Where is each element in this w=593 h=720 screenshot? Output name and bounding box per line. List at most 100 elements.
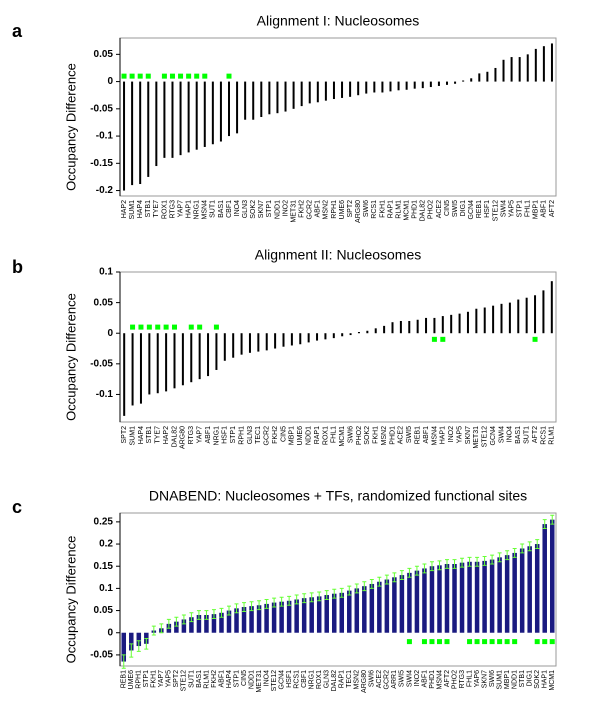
stem — [232, 333, 235, 358]
x-tick-label: ROX1 — [322, 426, 329, 445]
plot-frame — [119, 37, 557, 197]
significance-marker — [161, 73, 167, 79]
significance-marker — [130, 324, 136, 330]
bar — [331, 593, 337, 633]
x-tick-label: FKH2 — [211, 670, 218, 688]
x-tick-label: INO2 — [282, 200, 289, 216]
significance-marker — [474, 639, 480, 645]
x-tick-label: ACE2 — [436, 200, 443, 218]
error-bar — [505, 550, 510, 561]
error-bar — [429, 561, 434, 572]
significance-marker — [178, 73, 184, 79]
stem — [341, 81, 344, 98]
x-tick-label: REB1 — [121, 670, 128, 688]
y-tick-label: 0.25 — [94, 517, 114, 528]
error-bar — [482, 555, 487, 566]
bar — [241, 607, 247, 633]
significance-marker — [188, 324, 194, 330]
error-bar — [144, 638, 149, 650]
error-bar — [317, 591, 322, 602]
stem — [450, 314, 453, 334]
x-tick-label: RCS1 — [293, 670, 300, 689]
x-tick-label: ABF1 — [423, 426, 430, 444]
bar — [347, 590, 352, 633]
y-tick-label: -0.2 — [96, 185, 114, 196]
bar — [181, 619, 187, 633]
stem — [413, 81, 416, 89]
error-bar — [242, 602, 247, 612]
error-bar — [151, 625, 156, 636]
significance-marker — [542, 639, 548, 645]
x-tick-label: MCM1 — [403, 200, 410, 221]
error-bar — [467, 556, 472, 567]
x-tick-label: SUT1 — [523, 426, 530, 444]
stem — [349, 81, 352, 97]
x-tick-label: ROX1 — [161, 200, 168, 219]
error-bar — [527, 541, 532, 552]
y-tick-label: 0.05 — [94, 297, 114, 308]
x-tick-label: SWI6 — [489, 670, 496, 687]
x-tick-label: NDD1 — [274, 200, 281, 219]
bar — [549, 519, 555, 633]
significance-marker — [512, 639, 518, 645]
stem — [374, 328, 377, 334]
y-tick-label: -0.15 — [90, 158, 113, 169]
x-tick-label: RLM1 — [203, 670, 210, 689]
x-tick-label: ABF1 — [541, 200, 548, 218]
error-bar — [362, 581, 367, 592]
stem — [381, 81, 384, 93]
stem — [366, 330, 369, 334]
stem — [510, 57, 513, 82]
y-axis-label: Occupancy Difference — [63, 63, 78, 191]
error-bar — [121, 654, 126, 669]
error-bar — [437, 560, 442, 571]
stem — [236, 81, 239, 134]
bar — [512, 552, 517, 633]
x-tick-label: FHL1 — [525, 200, 532, 217]
x-tick-label: RPH1 — [331, 200, 338, 219]
stem — [458, 313, 461, 334]
plot-frame — [119, 271, 557, 423]
significance-marker — [436, 639, 442, 645]
stem — [492, 305, 495, 334]
x-tick-label: SOK2 — [250, 200, 257, 219]
stem — [534, 48, 537, 82]
x-tick-label: HAP2 — [163, 426, 170, 444]
x-tick-label: SPT2 — [173, 670, 180, 688]
x-tick-label: ABF1 — [421, 670, 428, 688]
stem — [190, 333, 193, 383]
bar — [362, 586, 367, 633]
stem — [525, 297, 528, 334]
significance-marker — [194, 73, 200, 79]
stem — [437, 81, 440, 86]
error-bar — [309, 592, 314, 603]
bar — [316, 596, 322, 633]
x-tick-label: SPT2 — [121, 426, 128, 444]
stem — [502, 59, 505, 82]
x-tick-label: NDD1 — [305, 426, 312, 445]
stem — [316, 333, 319, 341]
stem — [399, 320, 402, 334]
stem — [534, 295, 537, 334]
x-tick-label: STB1 — [145, 200, 152, 218]
x-tick-label: HAP2 — [121, 200, 128, 218]
x-tick-label: MCM1 — [549, 670, 556, 691]
x-tick-label: FKH1 — [379, 200, 386, 218]
x-tick-label: MBP1 — [533, 200, 540, 219]
x-tick-label: ABF1 — [315, 200, 322, 218]
x-tick-label: YAP6 — [474, 670, 481, 687]
bar — [234, 608, 239, 633]
significance-marker — [155, 324, 161, 330]
x-tick-label: NDD1 — [248, 670, 255, 689]
x-tick-label: UME6 — [128, 670, 135, 690]
error-bar — [354, 583, 359, 594]
error-bar — [384, 574, 389, 585]
stem — [260, 81, 263, 117]
significance-marker — [213, 324, 219, 330]
x-tick-label: HSF1 — [484, 200, 491, 218]
significance-marker — [489, 639, 495, 645]
bar — [429, 566, 435, 633]
bar — [474, 561, 480, 633]
x-tick-label: AFT2 — [444, 670, 451, 687]
x-tick-label: PHD1 — [412, 200, 419, 219]
